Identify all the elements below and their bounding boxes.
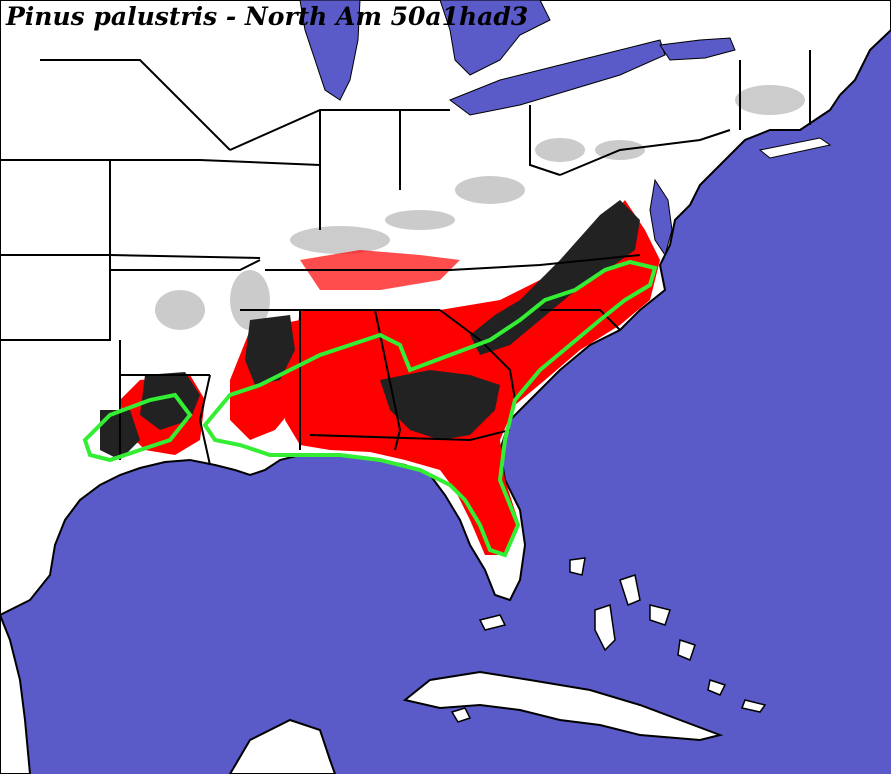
dense-habitat (100, 200, 640, 460)
map-title: Pinus palustris - North Am 50a1had3 (6, 2, 529, 31)
chesapeake-bay (649, 178, 673, 257)
cuba (402, 670, 724, 742)
lake-huron (439, 0, 551, 76)
lake-michigan (299, 0, 361, 101)
lake-ontario (659, 37, 736, 61)
isle-of-youth (450, 707, 472, 723)
native-range-outline (82, 259, 658, 558)
mexico-coast (0, 614, 32, 774)
bahamas (478, 557, 767, 713)
mainland (0, 0, 891, 617)
long-island (758, 137, 832, 159)
state-borders (0, 50, 811, 466)
yucatan (228, 718, 337, 774)
